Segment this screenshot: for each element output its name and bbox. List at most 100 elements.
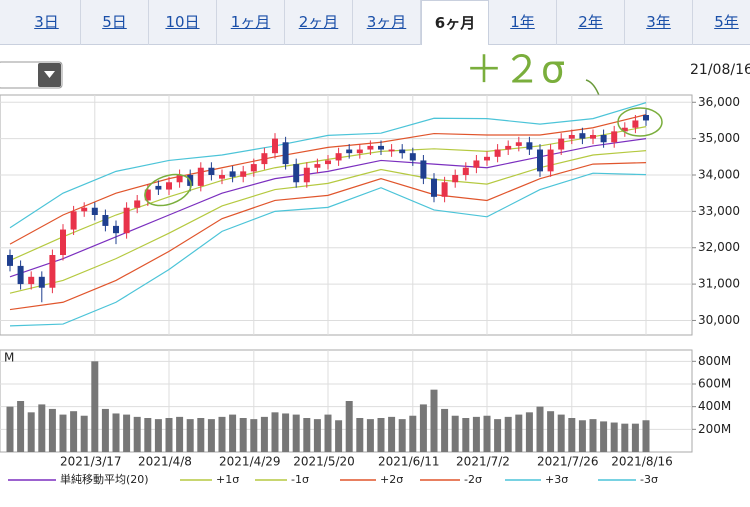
volume-bar — [430, 389, 438, 452]
volume-bar — [303, 418, 311, 452]
y-tick-label: 36,000 — [698, 95, 740, 109]
candle-body — [272, 138, 278, 154]
range-tab[interactable]: 3日 — [13, 0, 81, 45]
legend-item: +3σ — [505, 473, 568, 486]
range-tab[interactable]: 1ヶ月 — [217, 0, 285, 45]
volume-bar — [631, 423, 639, 452]
candle-body — [293, 164, 300, 183]
volume-bar — [271, 412, 279, 452]
volume-bar — [207, 419, 215, 452]
legend-item: +1σ — [180, 473, 239, 486]
volume-bar — [27, 412, 35, 452]
volume-bar — [451, 415, 459, 452]
candle-body — [579, 133, 586, 139]
volume-bar — [409, 415, 417, 452]
volume-bar — [472, 416, 480, 452]
volume-bar — [101, 408, 109, 452]
y-tick-label: 35,000 — [698, 131, 740, 145]
range-tab[interactable]: 5年 — [693, 0, 750, 45]
highlight-ellipse — [144, 173, 192, 207]
volume-unit: M — [4, 351, 14, 365]
candle-body — [600, 135, 607, 143]
y-tick-label: 34,000 — [698, 168, 740, 182]
volume-bar — [504, 416, 512, 452]
range-tab[interactable]: 1年 — [489, 0, 557, 45]
volume-bar — [388, 416, 396, 452]
volume-bar — [366, 419, 374, 452]
annotation: ＋２σ — [465, 48, 565, 92]
volume-bar — [398, 419, 406, 452]
candle-body — [643, 115, 649, 121]
candle-body — [515, 142, 522, 146]
y-tick-label: 30,000 — [698, 313, 740, 327]
candle-body — [568, 135, 575, 139]
candle-body — [7, 255, 13, 266]
legend-label: +2σ — [380, 473, 403, 486]
candle-body — [261, 153, 268, 165]
legend-item: 単純移動平均(20) — [8, 472, 149, 486]
candle-body — [590, 135, 596, 139]
y-tick-label: 33,000 — [698, 204, 740, 218]
candle-body — [81, 207, 88, 212]
candle-body — [431, 178, 437, 197]
x-tick-label: 2021/3/17 — [60, 455, 122, 469]
volume-bar — [610, 422, 618, 452]
volume-bar — [229, 414, 237, 452]
candle-body — [537, 149, 543, 172]
volume-bar — [313, 419, 321, 452]
candle-body — [176, 175, 183, 183]
band-line — [9, 172, 647, 327]
volume-bar — [642, 420, 650, 452]
dropdown[interactable] — [0, 61, 63, 89]
candle-body — [208, 167, 215, 175]
range-tab[interactable]: 3年 — [625, 0, 693, 45]
candle-body — [335, 153, 342, 161]
range-tab[interactable]: 5日 — [81, 0, 149, 45]
y-tick-label: 600M — [698, 377, 731, 391]
range-tab[interactable]: 2ヶ月 — [285, 0, 353, 45]
candle-body — [113, 225, 119, 234]
candle-body — [441, 182, 448, 197]
volume-bar — [197, 418, 205, 452]
range-tab[interactable]: 2年 — [557, 0, 625, 45]
x-tick-label: 2021/4/29 — [219, 455, 281, 469]
candle-body — [505, 145, 512, 150]
band-line — [9, 162, 647, 311]
volume-bar — [536, 406, 544, 452]
volume-bar — [80, 415, 88, 452]
volume-bar — [600, 421, 608, 452]
candle-body — [303, 167, 310, 183]
volume-bar — [133, 416, 141, 452]
range-tab[interactable]: 6ヶ月 — [421, 0, 489, 45]
range-tab[interactable]: 3ヶ月 — [353, 0, 421, 45]
volume-bar — [17, 401, 25, 452]
date-label: 21/08/16 — [690, 62, 750, 78]
candle-body — [197, 167, 204, 186]
range-tab[interactable]: 10日 — [149, 0, 217, 45]
volume-bar — [356, 418, 364, 452]
x-tick-label: 2021/5/20 — [293, 455, 355, 469]
candle-body — [420, 160, 427, 179]
volume-bar — [260, 416, 268, 452]
tab-bar: 3日 5日 10日 1ヶ月 2ヶ月 3ヶ月 6ヶ月 1年 2年 3年 5年 — [0, 0, 750, 45]
volume-bar — [154, 419, 162, 452]
volume-bar — [335, 420, 343, 452]
volume-bar — [292, 414, 300, 452]
candle-body — [346, 149, 353, 154]
volume-bar — [568, 418, 576, 452]
volume-bar — [70, 411, 78, 452]
candle-body — [314, 164, 321, 168]
volume-bar — [250, 419, 258, 452]
candle-body — [632, 120, 639, 128]
volume-bar — [165, 418, 173, 452]
candle-body — [621, 127, 628, 132]
candle-body — [166, 182, 172, 190]
volume-bar — [515, 414, 523, 452]
candle-body — [452, 175, 459, 183]
candle-body — [155, 185, 162, 190]
legend-label: +1σ — [216, 473, 239, 486]
candle-body — [473, 160, 480, 168]
candle-body — [356, 149, 363, 154]
